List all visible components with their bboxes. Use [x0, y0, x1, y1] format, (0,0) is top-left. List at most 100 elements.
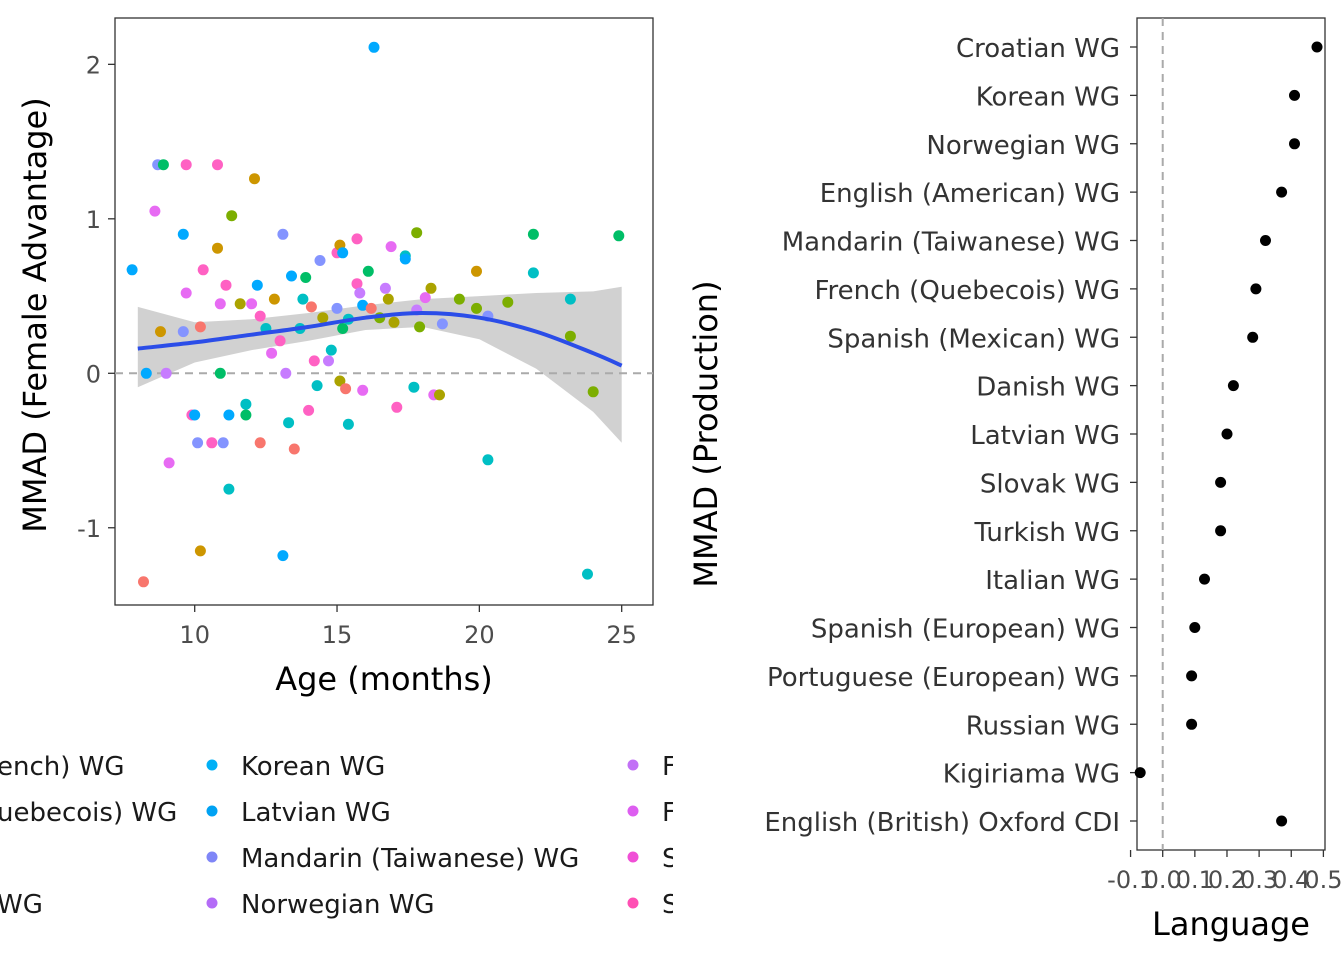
- data-point: [354, 287, 366, 299]
- language-point: [1221, 428, 1233, 440]
- legend-label: F: [662, 798, 677, 828]
- data-point: [212, 159, 223, 171]
- data-point: [223, 483, 235, 495]
- language-point: [1186, 670, 1198, 682]
- data-point: [223, 409, 235, 421]
- data-point: [357, 299, 369, 311]
- data-point: [382, 293, 394, 305]
- data-point: [149, 205, 161, 217]
- category-label: Norwegian WG: [926, 131, 1120, 161]
- data-point: [180, 159, 192, 171]
- data-point: [189, 409, 201, 421]
- right-chart: Croatian WG Korean WG Norwegian WG English …: [687, 17, 1342, 943]
- data-point: [286, 270, 297, 282]
- data-point: [453, 293, 465, 305]
- data-point: [351, 278, 363, 290]
- y-axis-title: MMAD (Production): [687, 280, 725, 587]
- category-label: Latvian WG: [970, 421, 1120, 451]
- legend-label: uebecois) WG: [0, 798, 177, 828]
- category-label: Portuguese (European) WG: [767, 663, 1120, 693]
- data-point: [334, 375, 346, 387]
- data-point: [613, 230, 625, 242]
- x-tick-label: 0.3: [1240, 866, 1278, 894]
- data-point: [305, 301, 317, 313]
- language-point: [1189, 622, 1201, 633]
- x-tick-label: 20: [464, 621, 495, 649]
- language-point: [1276, 815, 1288, 827]
- data-point: [226, 210, 238, 222]
- data-point: [274, 335, 286, 347]
- category-labels: Croatian WG Korean WG Norwegian WG English …: [764, 34, 1137, 838]
- legend-label: Korean WG: [241, 752, 385, 782]
- data-point: [249, 173, 260, 185]
- legend-label: F: [662, 752, 677, 782]
- category-label: Turkish WG: [973, 518, 1120, 548]
- legend-label: ench) WG: [0, 752, 125, 782]
- data-point: [351, 233, 363, 245]
- legend-label: WG: [0, 890, 43, 920]
- category-label: French (Quebecois) WG: [814, 276, 1120, 306]
- legend-marker: [206, 897, 218, 909]
- x-axis-title: Age (months): [275, 660, 493, 698]
- data-point: [357, 384, 369, 396]
- y-tick-label: 2: [86, 51, 101, 79]
- data-point: [314, 255, 326, 266]
- language-point: [1260, 235, 1271, 246]
- language-point: [1199, 573, 1210, 585]
- language-point: [1289, 89, 1300, 101]
- category-label: Korean WG: [976, 82, 1120, 112]
- data-point: [471, 265, 482, 277]
- language-point: [1276, 186, 1288, 198]
- data-point: [587, 386, 599, 398]
- data-point: [280, 367, 292, 379]
- language-point: [1227, 380, 1239, 392]
- legend-label: S: [662, 844, 679, 874]
- category-label: Spanish (European) WG: [811, 615, 1120, 645]
- data-point: [436, 318, 448, 330]
- data-point: [564, 330, 576, 342]
- data-point: [212, 242, 223, 254]
- data-point: [277, 228, 289, 240]
- data-point: [368, 41, 380, 53]
- data-point: [194, 545, 206, 557]
- data-point: [342, 418, 354, 430]
- data-point: [206, 437, 218, 449]
- smooth-trend-line: [137, 310, 623, 368]
- language-point: [1311, 41, 1323, 53]
- data-point: [337, 247, 349, 259]
- data-point: [254, 437, 266, 449]
- data-points: [126, 41, 625, 588]
- data-point: [160, 367, 172, 379]
- category-label: Italian WG: [985, 566, 1120, 596]
- data-point: [277, 550, 289, 562]
- legend-marker: [627, 851, 639, 863]
- left-chart: 10 15 20 25 -1 0 1 2 Age (months) MMAD (Female…: [16, 17, 654, 698]
- language-point: [1134, 767, 1146, 779]
- data-point: [214, 367, 226, 379]
- data-point: [362, 265, 374, 277]
- data-point: [214, 298, 226, 310]
- category-label: Spanish (Mexican) WG: [827, 324, 1120, 354]
- data-point: [254, 310, 266, 322]
- x-tick-label: 25: [606, 621, 637, 649]
- data-point: [240, 409, 252, 421]
- data-point: [140, 367, 152, 379]
- confidence-ribbon: [137, 286, 622, 443]
- data-point: [177, 228, 189, 240]
- data-point: [471, 302, 482, 314]
- y-tick-label: 0: [86, 360, 101, 388]
- legend-label: Latvian WG: [241, 798, 391, 828]
- data-point: [300, 272, 312, 283]
- data-point: [582, 568, 593, 580]
- legend-marker: [627, 805, 639, 817]
- category-label: Mandarin (Taiwanese) WG: [782, 228, 1120, 258]
- data-point: [408, 381, 420, 393]
- legend-label: S: [662, 890, 679, 920]
- data-point: [425, 282, 437, 294]
- x-tick-label: 0.2: [1208, 866, 1246, 894]
- y-axis-title: MMAD (Female Advantage): [16, 97, 54, 532]
- legend-marker: [627, 897, 639, 909]
- y-axis-ticks: -1 0 1 2: [77, 51, 115, 543]
- category-label: Russian WG: [966, 711, 1120, 741]
- data-point: [325, 344, 337, 356]
